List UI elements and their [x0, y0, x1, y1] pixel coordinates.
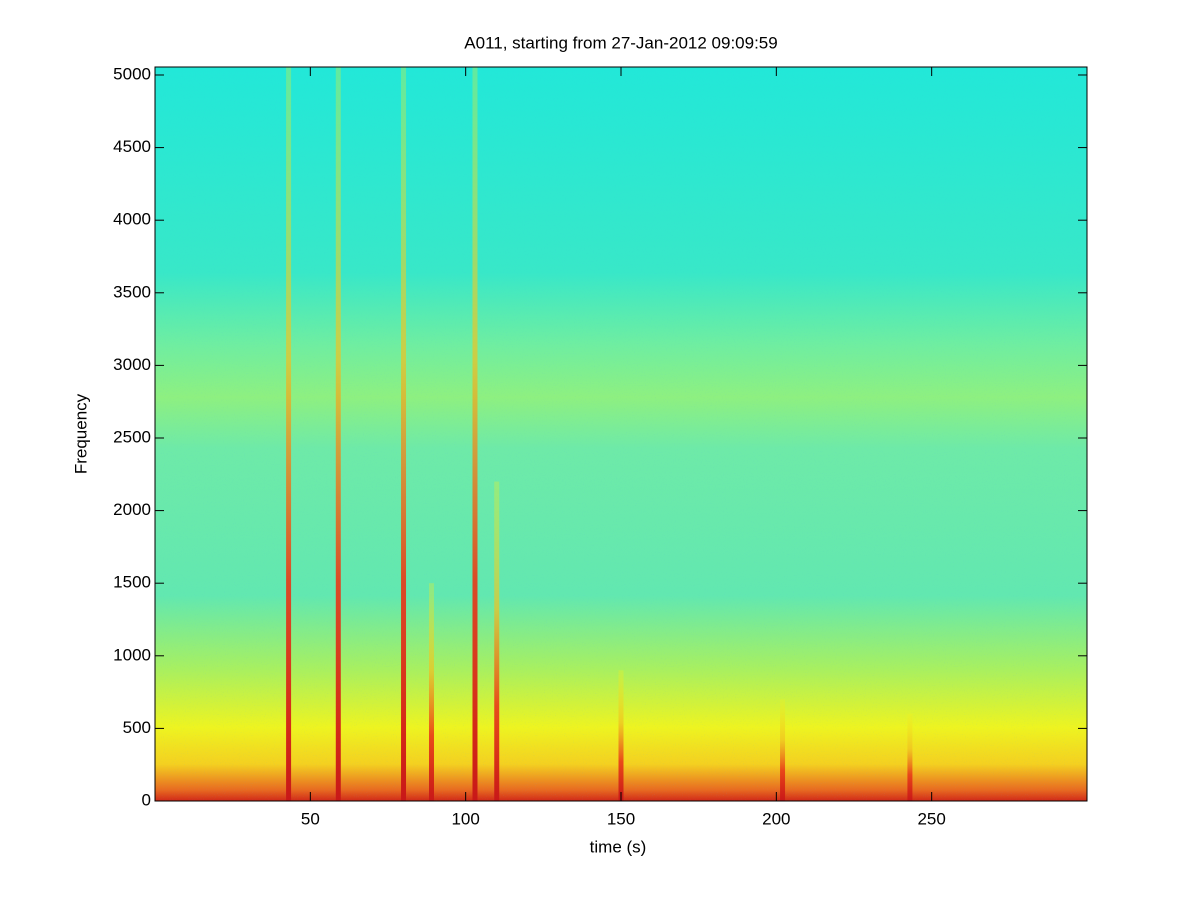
- burst: [907, 713, 913, 801]
- y-tick-label: 3500: [113, 282, 151, 301]
- x-tick-label: 50: [301, 809, 320, 828]
- burst: [472, 67, 478, 801]
- chart-title: A011, starting from 27-Jan-2012 09:09:59: [464, 33, 777, 52]
- x-tick-label: 250: [917, 809, 945, 828]
- y-tick-label: 4500: [113, 137, 151, 156]
- burst: [335, 67, 341, 801]
- y-tick-label: 1000: [113, 645, 151, 664]
- burst: [286, 67, 292, 801]
- burst: [401, 67, 407, 801]
- burst: [428, 583, 434, 801]
- y-axis-label: Frequency: [71, 393, 90, 474]
- burst: [494, 481, 500, 801]
- y-tick-label: 1500: [113, 573, 151, 592]
- x-axis-label: time (s): [590, 837, 647, 856]
- burst: [780, 699, 786, 801]
- y-tick-label: 4000: [113, 210, 151, 229]
- x-tick-label: 200: [762, 809, 790, 828]
- y-tick-label: 5000: [113, 64, 151, 83]
- burst: [618, 670, 624, 801]
- y-tick-label: 2500: [113, 427, 151, 446]
- x-tick-label: 150: [607, 809, 635, 828]
- y-tick-label: 3000: [113, 355, 151, 374]
- y-tick-label: 0: [142, 790, 151, 809]
- y-tick-label: 500: [123, 718, 151, 737]
- y-tick-label: 2000: [113, 500, 151, 519]
- x-tick-label: 100: [451, 809, 479, 828]
